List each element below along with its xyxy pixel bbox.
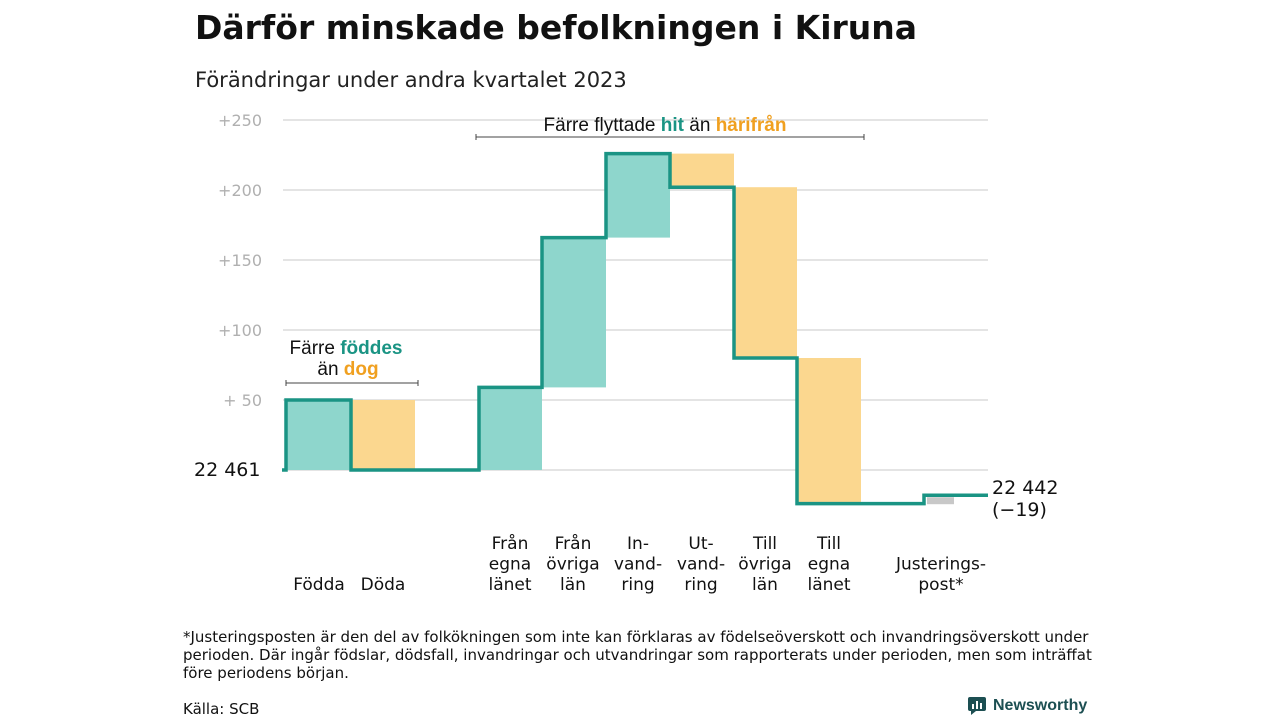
annotation-segment: än [684, 115, 716, 136]
bar [542, 237, 606, 388]
category-label: Justerings- [895, 555, 986, 575]
annotation-text: Färre föddes [290, 338, 403, 359]
end-total-label: 22 442 [992, 477, 1058, 499]
category-label: egna [489, 555, 531, 575]
category-label: Födda [293, 575, 345, 595]
category-label: egna [808, 555, 850, 575]
bars [286, 153, 954, 505]
bar [606, 153, 670, 238]
category-label: ring [621, 575, 654, 595]
category-label: Döda [361, 575, 406, 595]
footnote: *Justeringsposten är den del av folkökni… [183, 628, 1092, 682]
y-tick-label: +150 [218, 251, 262, 270]
annotation-segment: dog [344, 359, 379, 380]
category-label: vand- [614, 555, 662, 575]
annotation-segment: härifrån [716, 115, 787, 136]
annotation-segment: Färre flyttade [544, 115, 661, 136]
bar [670, 153, 734, 188]
category-label: Från [492, 533, 529, 554]
annotation-segment: Färre [290, 338, 341, 359]
running-total-line [282, 151, 988, 506]
category-label: länet [488, 575, 531, 595]
annotation-segment: hit [661, 115, 685, 136]
running-total-path [282, 151, 988, 506]
y-axis-ticks: + 50 +100 +150 +200 +250 [218, 111, 262, 410]
category-label: län [560, 575, 586, 595]
annotation-segment: föddes [340, 338, 402, 359]
total-labels: 22 461 22 442(−19) [194, 459, 1058, 521]
brand-name: Newsworthy [993, 697, 1088, 714]
bar [479, 387, 542, 470]
category-label: övriga [738, 555, 791, 575]
annotation-text: än dog [317, 359, 378, 380]
page-subtitle: Förändringar under andra kvartalet 2023 [195, 68, 627, 92]
category-label: län [752, 575, 778, 595]
start-total-label: 22 461 [194, 459, 260, 481]
y-tick-label: +100 [218, 321, 262, 340]
category-label: post* [918, 575, 963, 595]
y-tick-label: + 50 [223, 391, 262, 410]
y-tick-label: +250 [218, 111, 262, 130]
annotation-text: Färre flyttade hit än härifrån [544, 115, 787, 136]
category-labels: Födda DödaFrånegnalänetFrånövrigalänIn-va… [293, 533, 986, 595]
end-change-label: (−19) [992, 499, 1047, 521]
bar [734, 187, 797, 358]
category-label: länet [807, 575, 850, 595]
page-title: Därför minskade befolkningen i Kiruna [195, 8, 918, 47]
source-note: Källa: SCB [183, 700, 260, 718]
bar [797, 358, 861, 504]
category-label: ring [684, 575, 717, 595]
brand[interactable]: Newsworthy [968, 697, 1087, 715]
y-tick-label: +200 [218, 181, 262, 200]
category-label: In- [627, 534, 649, 554]
bar [351, 400, 415, 470]
bar [927, 497, 954, 505]
bar [286, 400, 351, 470]
category-label: Till [752, 534, 777, 554]
category-label: övriga [546, 555, 599, 575]
category-label: vand- [677, 555, 725, 575]
newsworthy-logo-icon [968, 697, 986, 715]
category-label: Från [555, 533, 592, 554]
category-label: Till [816, 534, 841, 554]
annotation-segment: än [317, 359, 343, 380]
category-label: Ut- [688, 534, 713, 554]
